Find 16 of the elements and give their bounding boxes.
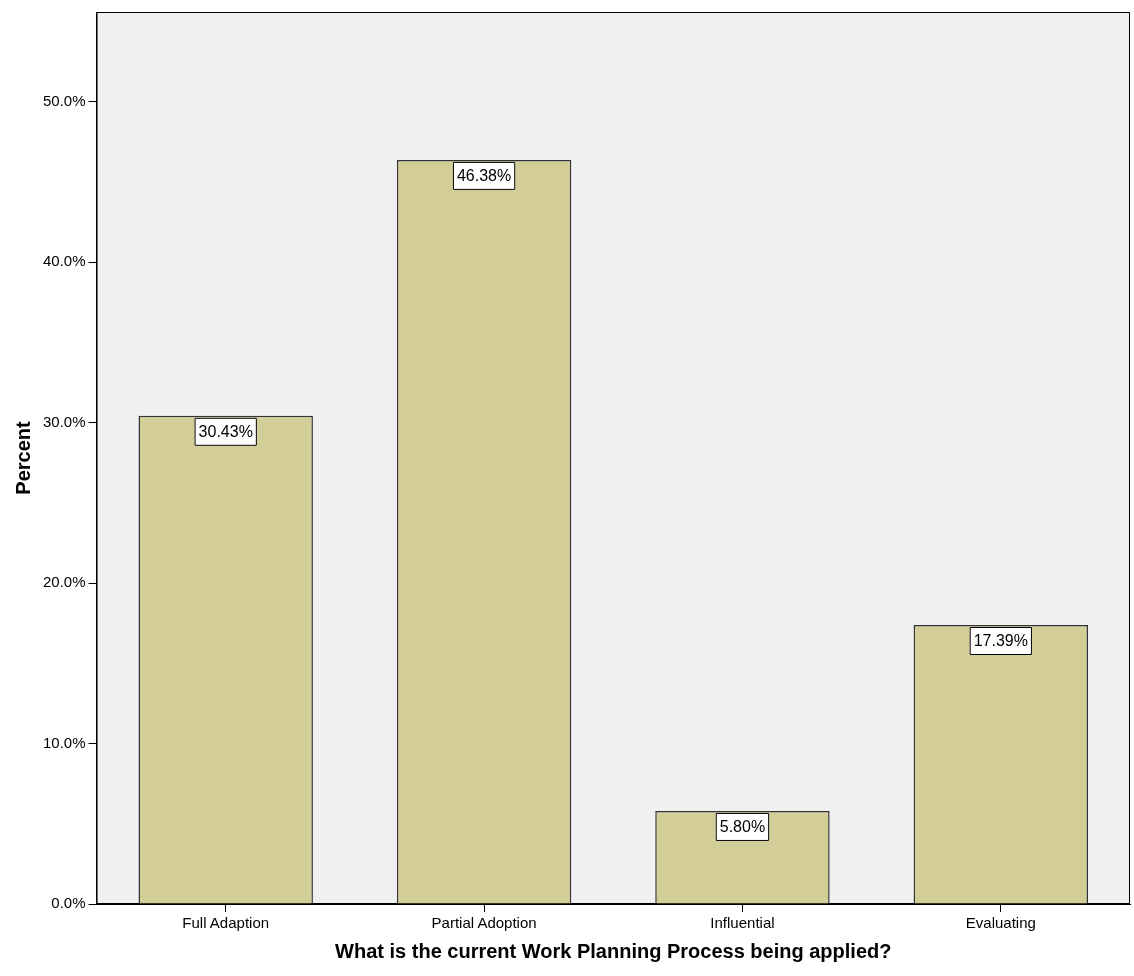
y-axis-title: Percent — [11, 420, 34, 495]
data-label: 5.80% — [719, 818, 766, 836]
x-axis-title: What is the current Work Planning Process being applied? — [335, 939, 892, 962]
y-tick-label: 10.0% — [42, 733, 86, 751]
x-tick-label: Influential — [710, 914, 775, 932]
data-label: 17.39% — [973, 632, 1028, 650]
y-tick-label: 0.0% — [51, 894, 86, 912]
data-label: 30.43% — [198, 423, 253, 441]
x-tick-label: Evaluating — [965, 914, 1036, 932]
data-label: 46.38% — [456, 167, 512, 185]
y-tick-label: 20.0% — [42, 573, 86, 591]
x-tick-label: Full Adaption — [182, 914, 270, 932]
y-tick-label: 50.0% — [42, 91, 86, 109]
y-tick-label: 30.0% — [42, 412, 86, 430]
x-tick-label: Partial Adoption — [431, 914, 537, 932]
y-tick-label: 40.0% — [42, 252, 86, 270]
